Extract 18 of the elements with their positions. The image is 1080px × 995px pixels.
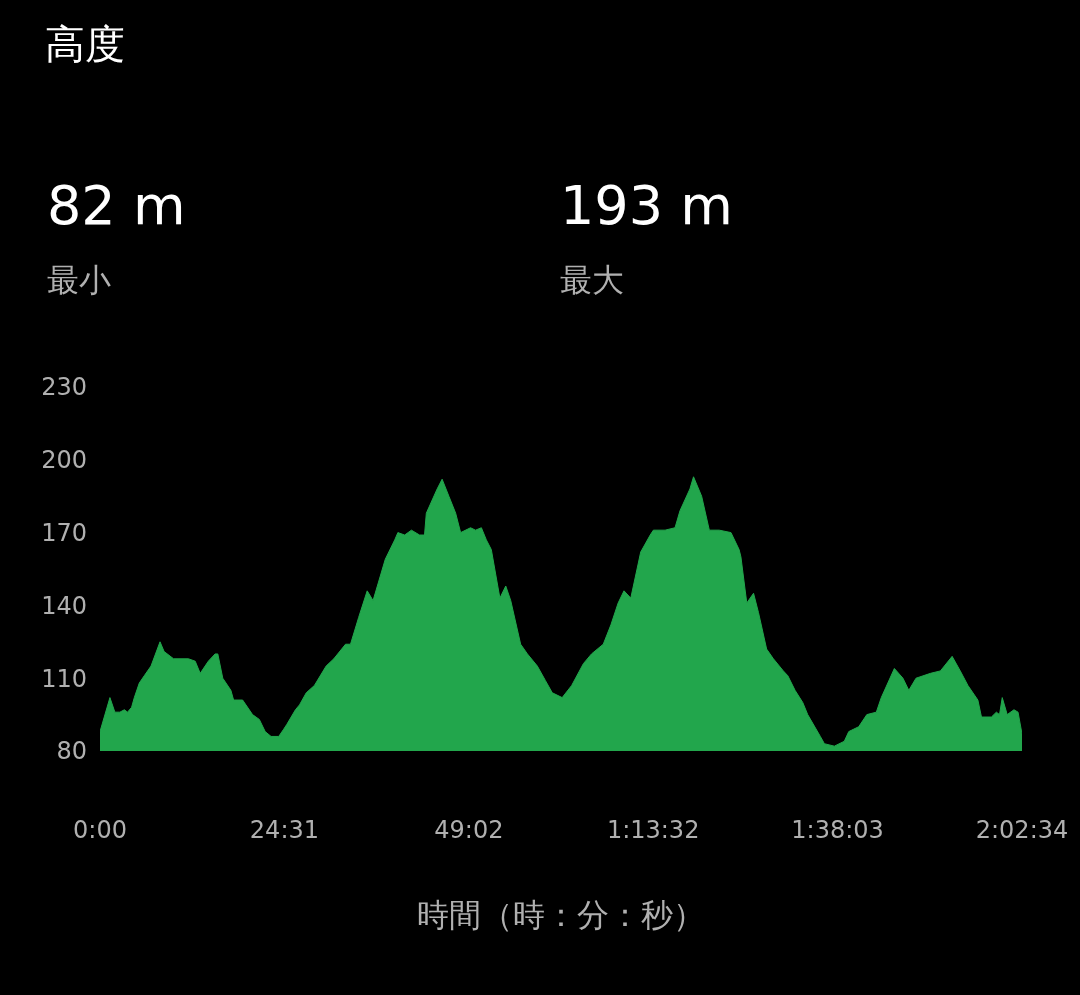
text: 最大 [560,261,624,299]
x-tick-label: 0:00 [73,816,127,844]
text: 最小 [47,261,111,299]
y-tick-label: 170 [41,519,87,547]
x-axis-title: 時間（時：分：秒） [417,895,705,934]
x-tick-label: 1:38:03 [791,816,884,844]
y-tick-label: 80 [56,737,87,766]
text: 82 m [47,174,186,237]
y-tick-label: 140 [41,591,87,620]
x-tick-label: 1:13:32 [606,816,700,844]
y-tick-label: 200 [41,446,87,475]
chart-title: 高度 [45,21,125,67]
text: 193 m [560,174,733,237]
x-tick-label: 24:31 [249,816,320,844]
y-tick-label: 230 [41,373,87,402]
x-tick-label: 2:02:34 [975,816,1069,844]
x-tick-label: 49:02 [434,816,504,844]
y-tick-label: 110 [41,664,87,693]
